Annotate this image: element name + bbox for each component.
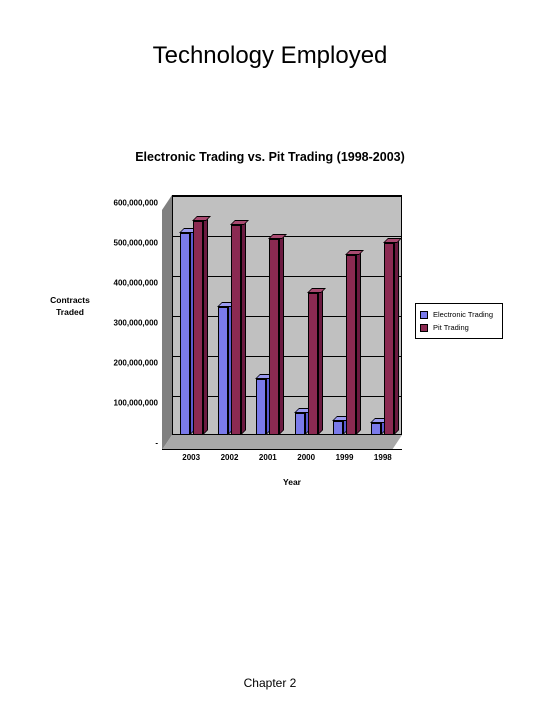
plot-area: 200320022001200019991998 Year [162, 195, 402, 450]
xtick-label: 2002 [221, 453, 239, 462]
legend: Electronic Trading Pit Trading [415, 303, 503, 339]
bar [333, 421, 343, 435]
page-title: Technology Employed [0, 42, 540, 70]
bar-side [356, 250, 361, 435]
xtick-label: 2003 [182, 453, 200, 462]
plot-floor-border [162, 435, 402, 450]
bar-front [180, 233, 190, 435]
ytick-label: - [155, 439, 158, 448]
bar [218, 307, 228, 435]
ytick-label: 100,000,000 [114, 399, 159, 408]
legend-label: Electronic Trading [433, 310, 493, 319]
bar-side [394, 238, 399, 435]
yaxis-label-line2: Traded [56, 307, 84, 317]
ytick-labels: -100,000,000200,000,000300,000,000400,00… [98, 195, 158, 435]
bar [193, 221, 203, 435]
bar [308, 293, 318, 435]
bar-side [318, 288, 323, 435]
bar [256, 379, 266, 435]
page-root: Technology Employed Electronic Trading v… [0, 0, 540, 720]
bar-top [268, 234, 287, 239]
bar [231, 225, 241, 435]
legend-swatch [420, 324, 428, 332]
legend-label: Pit Trading [433, 323, 469, 332]
yaxis-label-line1: Contracts [50, 295, 90, 305]
bar-front [384, 243, 394, 435]
bar [346, 255, 356, 435]
chart-title: Electronic Trading vs. Pit Trading (1998… [0, 150, 540, 164]
bar [371, 423, 381, 435]
bars-layer [172, 195, 402, 435]
plot-side-wall [162, 195, 172, 450]
bar-front [193, 221, 203, 435]
bar-top [230, 220, 249, 225]
xtick-label: 2001 [259, 453, 277, 462]
xtick-label: 1999 [336, 453, 354, 462]
bar-front [231, 225, 241, 435]
bar-front [371, 423, 381, 435]
ytick-label: 500,000,000 [114, 239, 159, 248]
bar [269, 239, 279, 435]
ytick-label: 600,000,000 [114, 199, 159, 208]
bar-front [295, 413, 305, 435]
legend-swatch [420, 311, 428, 319]
xaxis-label: Year [162, 477, 422, 487]
bar-front [269, 239, 279, 435]
bar-side [279, 234, 284, 435]
page-footer: Chapter 2 [0, 676, 540, 690]
bar-front [346, 255, 356, 435]
ytick-label: 300,000,000 [114, 319, 159, 328]
bar-side [203, 216, 208, 435]
bar [295, 413, 305, 435]
bar-top [345, 250, 364, 255]
legend-item: Pit Trading [420, 321, 498, 334]
xtick-label: 2000 [297, 453, 315, 462]
bar-top [383, 238, 402, 243]
bar-front [333, 421, 343, 435]
bar-side [241, 220, 246, 435]
chart-container: Contracts Traded - 100,000,000 200,000,000… [40, 195, 510, 485]
bar-front [256, 379, 266, 435]
legend-item: Electronic Trading [420, 308, 498, 321]
ytick-label: 200,000,000 [114, 359, 159, 368]
ytick-label: 400,000,000 [114, 279, 159, 288]
bar [384, 243, 394, 435]
xtick-label: 1998 [374, 453, 392, 462]
bar-front [218, 307, 228, 435]
bar-front [308, 293, 318, 435]
xtick-labels: 2003 2002 2001 2000 1999 1998 [172, 453, 402, 467]
yaxis-label: Contracts Traded [40, 295, 100, 319]
bar [180, 233, 190, 435]
